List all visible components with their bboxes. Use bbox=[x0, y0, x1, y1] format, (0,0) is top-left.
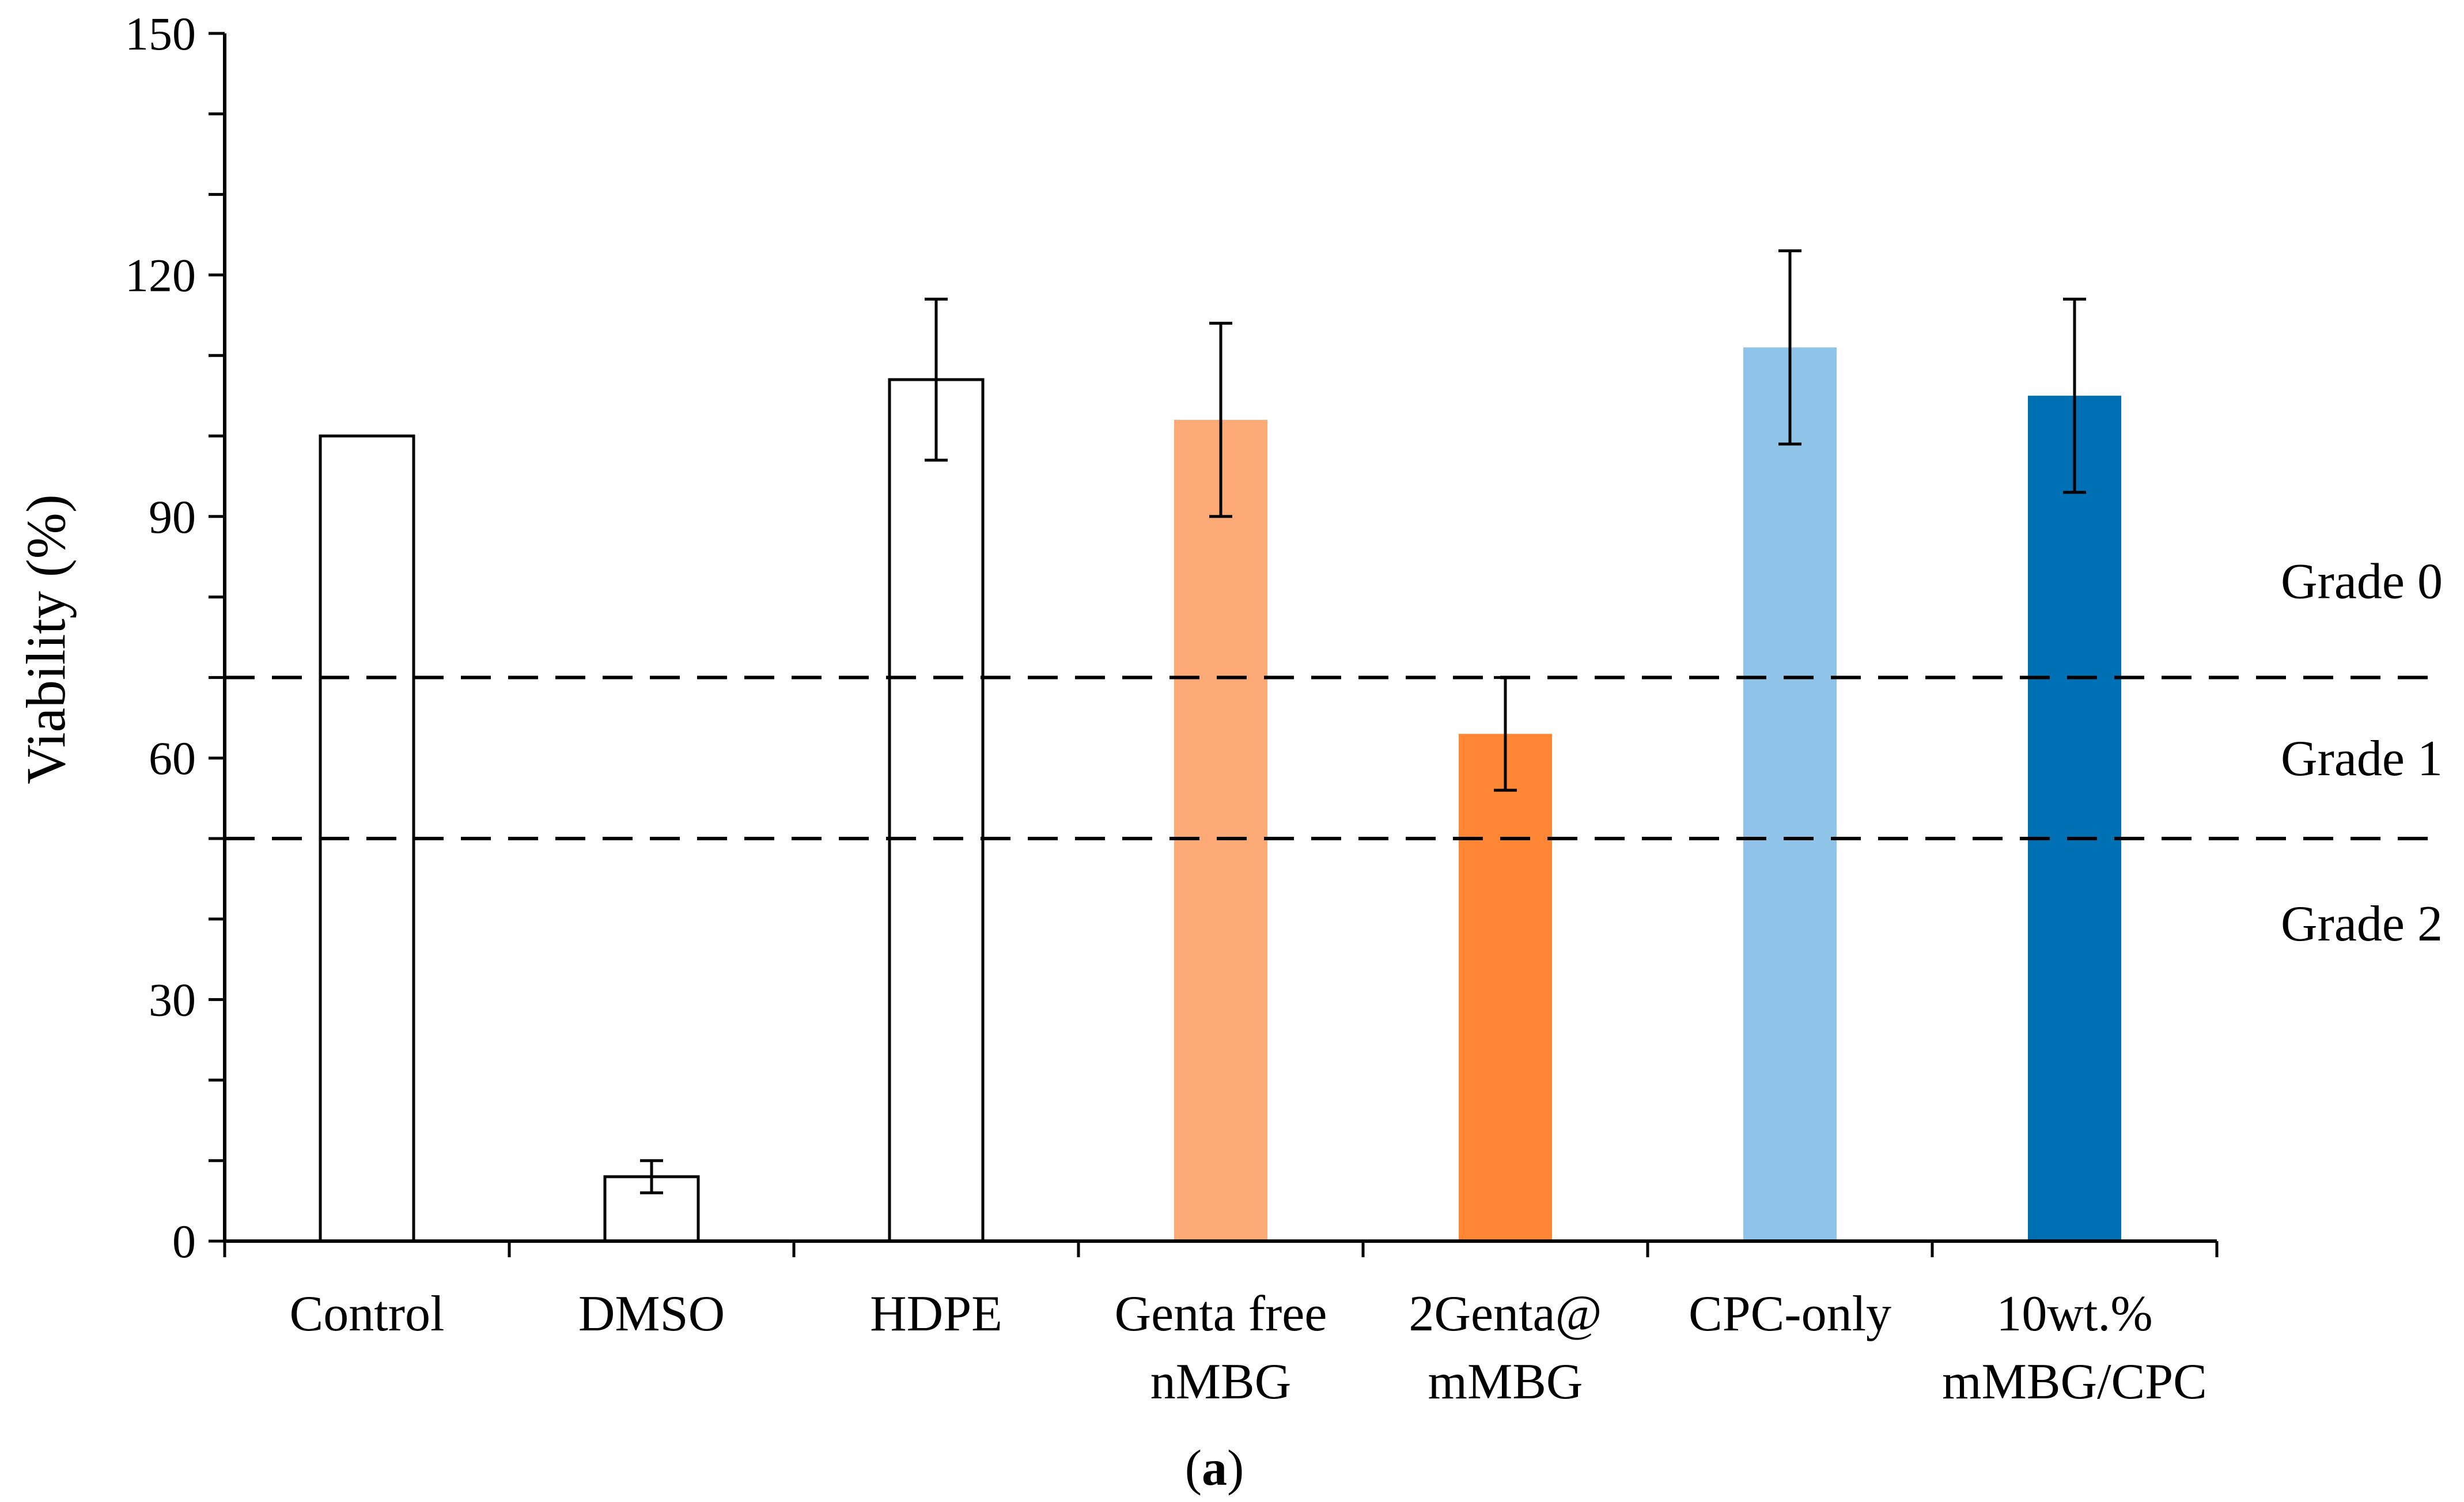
bar bbox=[1174, 420, 1267, 1241]
y-tick-label: 0 bbox=[172, 1215, 196, 1268]
bar bbox=[1743, 347, 1837, 1241]
x-tick-label: HDPE bbox=[870, 1286, 1002, 1342]
bar bbox=[1459, 734, 1552, 1241]
grade-label: Grade 0 bbox=[2281, 554, 2443, 610]
x-tick-label: 10wt.% bbox=[1996, 1286, 2152, 1342]
x-tick-label: CPC-only bbox=[1689, 1286, 1891, 1342]
x-tick-label: DMSO bbox=[578, 1286, 725, 1342]
y-axis-label: Viability (%) bbox=[15, 494, 77, 784]
y-tick-label: 150 bbox=[125, 7, 196, 60]
x-tick-label: Genta free bbox=[1115, 1286, 1327, 1342]
x-tick-label: 2Genta@ bbox=[1409, 1286, 1602, 1342]
x-tick-label: nMBG bbox=[1150, 1354, 1292, 1410]
x-tick-label: Control bbox=[290, 1286, 445, 1342]
y-tick-label: 60 bbox=[149, 732, 196, 784]
figure-caption: (a) bbox=[1185, 1440, 1244, 1496]
y-tick-label: 30 bbox=[149, 974, 196, 1026]
x-tick-label: mMBG/CPC bbox=[1942, 1354, 2207, 1410]
bar bbox=[888, 378, 985, 1243]
plot-area: 0 30 60 90 120 150 Control DMSO HDPE Genta free nM… bbox=[125, 7, 2443, 1410]
y-tick-label: 120 bbox=[125, 249, 196, 301]
y-tick-label: 90 bbox=[149, 491, 196, 543]
x-tick-label: mMBG bbox=[1428, 1354, 1583, 1410]
grade-label: Grade 2 bbox=[2281, 896, 2443, 952]
bar bbox=[2028, 396, 2121, 1241]
grade-label: Grade 1 bbox=[2281, 731, 2443, 787]
